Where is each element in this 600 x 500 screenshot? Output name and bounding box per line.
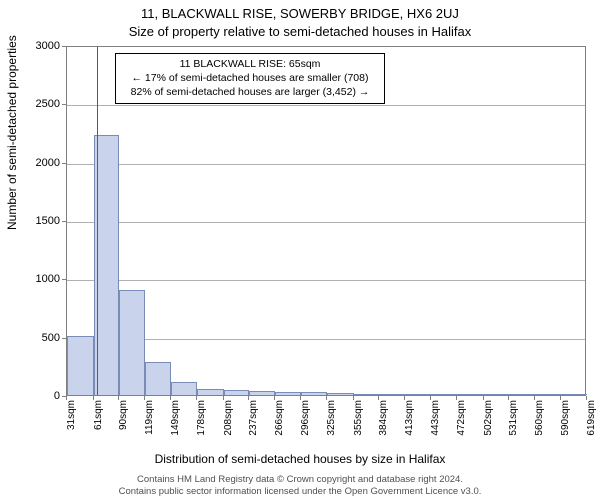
x-tick-label: 560sqm: [534, 382, 545, 418]
x-tick-label: 119sqm: [144, 383, 155, 418]
x-tick-label: 31sqm: [66, 385, 77, 415]
x-tick-label: 325sqm: [326, 382, 337, 418]
y-tick-mark: [62, 104, 66, 105]
x-tick-label: 384sqm: [378, 382, 389, 418]
info-line-title: 11 BLACKWALL RISE: 65sqm: [124, 57, 376, 71]
title-subtitle: Size of property relative to semi-detach…: [0, 24, 600, 39]
y-tick-label: 3000: [36, 40, 60, 52]
x-tick-label: 208sqm: [223, 382, 234, 418]
chart-container: 11, BLACKWALL RISE, SOWERBY BRIDGE, HX6 …: [0, 0, 600, 500]
x-tick-label: 472sqm: [456, 382, 467, 418]
y-tick-mark: [62, 338, 66, 339]
x-axis-label: Distribution of semi-detached houses by …: [0, 452, 600, 466]
y-tick-label: 0: [54, 390, 60, 402]
x-tick-label: 149sqm: [170, 382, 181, 418]
x-tick-label: 355sqm: [353, 382, 364, 418]
y-tick-label: 1000: [36, 273, 60, 285]
x-tick-label: 90sqm: [118, 385, 129, 415]
x-tick-label: 237sqm: [248, 382, 259, 418]
x-tick-label: 531sqm: [508, 382, 519, 418]
x-tick-label: 502sqm: [483, 382, 494, 418]
histogram-bar: [119, 290, 145, 395]
x-tick-label: 619sqm: [586, 382, 597, 418]
info-line-larger: 82% of semi-detached houses are larger (…: [124, 85, 376, 99]
property-marker-line: [97, 47, 98, 395]
footer-copyright-2: Contains public sector information licen…: [0, 486, 600, 497]
x-tick-label: 61sqm: [93, 385, 104, 415]
footer-copyright-1: Contains HM Land Registry data © Crown c…: [0, 474, 600, 485]
info-annotation-box: 11 BLACKWALL RISE: 65sqm ← 17% of semi-d…: [115, 53, 385, 104]
y-axis-label: Number of semi-detached properties: [5, 35, 19, 230]
y-tick-mark: [62, 221, 66, 222]
x-tick-label: 443sqm: [430, 382, 441, 418]
x-tick-label: 413sqm: [404, 382, 415, 418]
title-address: 11, BLACKWALL RISE, SOWERBY BRIDGE, HX6 …: [0, 6, 600, 21]
info-line-smaller: ← 17% of semi-detached houses are smalle…: [124, 71, 376, 85]
y-tick-label: 2000: [36, 157, 60, 169]
x-tick-label: 296sqm: [300, 382, 311, 418]
plot-frame: 11 BLACKWALL RISE: 65sqm ← 17% of semi-d…: [66, 46, 586, 396]
y-tick-label: 1500: [36, 215, 60, 227]
y-tick-label: 500: [42, 332, 60, 344]
y-tick-mark: [62, 279, 66, 280]
x-tick-label: 590sqm: [560, 382, 571, 418]
x-tick-label: 266sqm: [274, 382, 285, 418]
x-tick-label: 178sqm: [196, 382, 207, 418]
y-tick-label: 2500: [36, 98, 60, 110]
y-tick-mark: [62, 46, 66, 47]
y-tick-mark: [62, 163, 66, 164]
plot-area: 11 BLACKWALL RISE: 65sqm ← 17% of semi-d…: [66, 46, 586, 396]
